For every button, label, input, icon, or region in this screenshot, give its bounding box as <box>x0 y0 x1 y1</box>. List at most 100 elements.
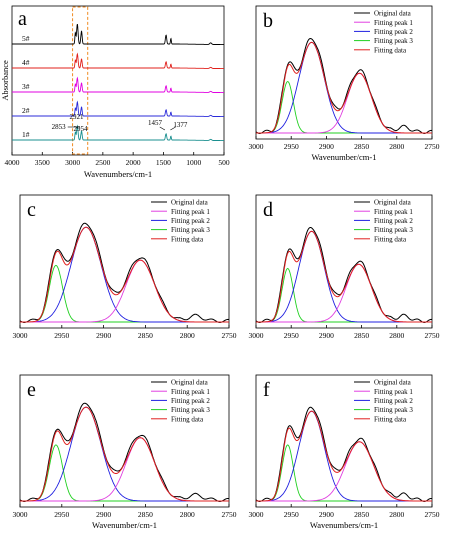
x-tick-label-b: 3000 <box>249 142 264 151</box>
peak-annotation-a: 1457 <box>148 119 163 127</box>
x-axis-label-e: Wavenumber/cm-1 <box>92 520 157 530</box>
panel-label-a: a <box>18 8 27 30</box>
annotation-arrow-a <box>170 126 176 131</box>
legend-label-c: Original data <box>171 199 209 207</box>
curve-fitting-data-d <box>256 230 432 323</box>
panel-label-b: b <box>263 10 273 32</box>
x-tick-label-e: 2800 <box>180 510 195 519</box>
series-label-a: 5# <box>22 34 30 43</box>
x-tick-label-f: 2950 <box>284 510 299 519</box>
curve-original-data-c <box>19 222 230 324</box>
curve-fitting-data-c <box>20 226 229 323</box>
plot-frame-a <box>11 5 225 156</box>
legend-label-b: Original data <box>374 10 412 18</box>
x-tick-label-a: 1500 <box>156 158 171 167</box>
x-tick-label-c: 2900 <box>96 331 111 340</box>
x-tick-label-a: 3500 <box>35 158 50 167</box>
spectrum-3-a <box>12 76 224 94</box>
curve-original-data-e <box>19 402 230 503</box>
x-tick-label-e: 2750 <box>222 510 237 519</box>
x-tick-label-a: 500 <box>218 158 230 167</box>
x-tick-label-f: 2750 <box>425 510 440 519</box>
x-tick-label-d: 2800 <box>389 331 404 340</box>
plot-frame-d <box>255 194 433 329</box>
spectrum-2-a <box>12 100 224 118</box>
legend-label-d: Fitting data <box>374 235 407 243</box>
x-tick-label-b: 2950 <box>284 142 299 151</box>
x-tick-label-d: 3000 <box>249 331 264 340</box>
legend-label-c: Fitting peak 1 <box>171 208 210 216</box>
x-tick-label-c: 2750 <box>222 331 237 340</box>
x-tick-label-e: 3000 <box>13 510 28 519</box>
x-tick-label-b: 2850 <box>354 142 369 151</box>
legend-label-e: Fitting peak 2 <box>171 397 210 405</box>
legend-label-d: Fitting peak 3 <box>374 226 413 234</box>
x-tick-label-a: 2500 <box>95 158 110 167</box>
peak-annotation-a: 2853 <box>52 123 67 131</box>
x-tick-label-b: 2750 <box>425 142 440 151</box>
curve-fitting-peak-1-f <box>256 441 432 502</box>
legend-label-e: Fitting data <box>171 415 204 423</box>
x-tick-label-f: 2850 <box>354 510 369 519</box>
x-axis-label-a: Wavenumbers/cm-1 <box>84 169 152 179</box>
curve-fitting-peak-2-f <box>256 410 432 502</box>
x-tick-label-d: 2950 <box>284 331 299 340</box>
x-tick-label-b: 2900 <box>319 142 334 151</box>
x-tick-label-d: 2850 <box>354 331 369 340</box>
x-tick-label-e: 2900 <box>96 510 111 519</box>
panel-label-c: c <box>27 199 36 221</box>
panel-label-d: d <box>263 199 273 221</box>
curve-fitting-data-b <box>256 41 432 134</box>
curve-fitting-data-f <box>256 410 432 502</box>
peak-annotation-a: 2921 <box>70 113 85 121</box>
x-tick-label-a: 3000 <box>65 158 80 167</box>
legend-label-e: Fitting peak 3 <box>171 406 210 414</box>
spectrum-4-a <box>12 52 224 70</box>
series-label-a: 2# <box>22 106 30 115</box>
legend-label-d: Original data <box>374 199 412 207</box>
x-tick-label-c: 3000 <box>13 331 28 340</box>
x-tick-label-e: 2850 <box>138 510 153 519</box>
peak-annotation-a: 1377 <box>173 121 188 129</box>
plot-frame-b <box>255 5 433 140</box>
x-tick-label-f: 2800 <box>389 510 404 519</box>
legend-label-e: Original data <box>171 379 209 387</box>
legend-label-f: Fitting peak 3 <box>374 406 413 414</box>
series-label-a: 1# <box>22 130 30 139</box>
x-tick-label-c: 2850 <box>138 331 153 340</box>
legend-label-f: Fitting data <box>374 415 407 423</box>
annotation-arrow-a <box>159 126 166 131</box>
legend-label-e: Fitting peak 1 <box>171 388 210 396</box>
x-tick-label-a: 2000 <box>126 158 141 167</box>
legend-label-f: Fitting peak 2 <box>374 397 413 405</box>
x-axis-label-f: Wavenumbers/cm-1 <box>310 520 378 530</box>
spectrum-1-a <box>12 124 224 142</box>
panel-label-f: f <box>263 379 270 401</box>
series-label-a: 4# <box>22 58 30 67</box>
legend-label-b: Fitting peak 1 <box>374 19 413 27</box>
series-label-a: 3# <box>22 82 30 91</box>
curve-fitting-peak-3-c <box>20 264 229 323</box>
x-tick-label-d: 2750 <box>425 331 440 340</box>
legend-label-c: Fitting peak 3 <box>171 226 210 234</box>
y-axis-label-a: Absorbance <box>0 60 10 101</box>
legend-label-f: Original data <box>374 379 412 387</box>
curve-fitting-data-e <box>20 406 229 502</box>
legend-label-d: Fitting peak 1 <box>374 208 413 216</box>
legend-label-b: Fitting data <box>374 46 407 54</box>
legend-label-b: Fitting peak 3 <box>374 37 413 45</box>
x-tick-label-c: 2800 <box>180 331 195 340</box>
x-axis-label-b: Wavenumber/cm-1 <box>312 152 377 162</box>
x-tick-label-a: 1000 <box>186 158 201 167</box>
legend-label-c: Fitting peak 2 <box>171 217 210 225</box>
peak-annotation-a: 2954 <box>73 125 88 133</box>
legend-label-d: Fitting peak 2 <box>374 217 413 225</box>
x-tick-label-f: 3000 <box>249 510 264 519</box>
plot-frame-c <box>19 194 230 329</box>
plot-frame-e <box>19 374 230 508</box>
x-tick-label-a: 4000 <box>5 158 20 167</box>
panel-label-e: e <box>27 379 36 401</box>
x-tick-label-e: 2950 <box>54 510 69 519</box>
x-tick-label-b: 2800 <box>389 142 404 151</box>
